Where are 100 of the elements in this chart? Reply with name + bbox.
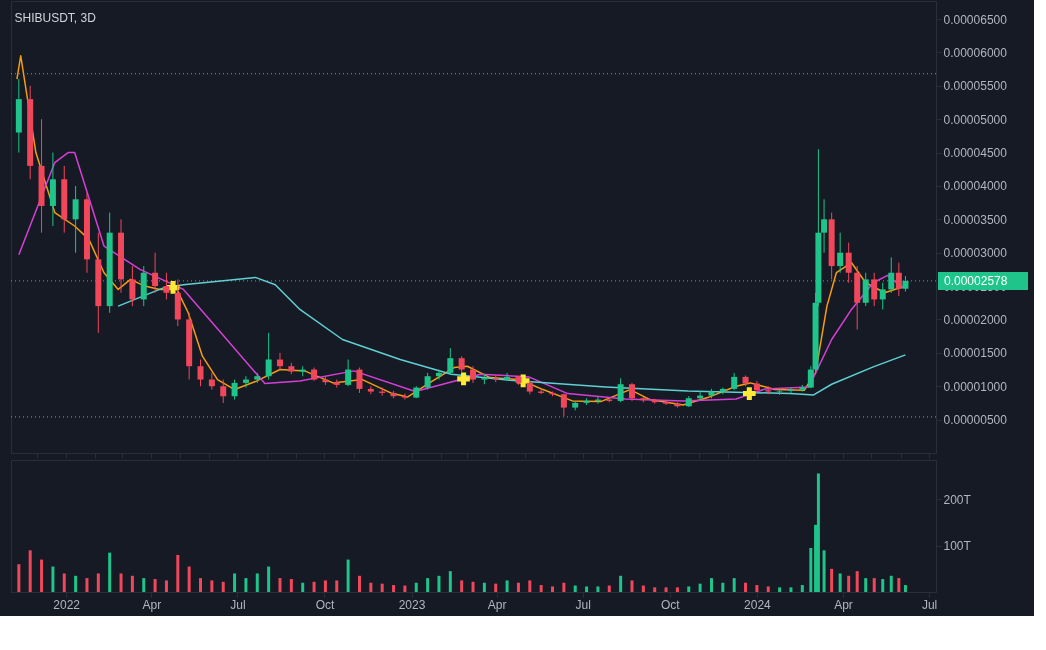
bar: [573, 585, 577, 592]
bar: [233, 573, 237, 592]
y-tick-label: 0.00006500: [943, 12, 1008, 27]
bar: [838, 573, 842, 592]
bar: [28, 550, 32, 592]
bar: [789, 587, 793, 592]
candlestick: [753, 380, 760, 394]
candlestick: [845, 242, 852, 284]
bar: [210, 580, 214, 592]
bar: [847, 575, 851, 592]
x-tick-label: Jul: [230, 597, 246, 612]
bar: [278, 578, 282, 592]
bar: [864, 578, 868, 592]
x-tick-label: Jul: [575, 597, 591, 612]
bar: [653, 587, 657, 592]
bar: [494, 583, 498, 592]
bar: [619, 575, 623, 592]
bar: [312, 581, 316, 592]
bar: [244, 578, 248, 592]
candlestick: [435, 369, 442, 381]
candlestick: [163, 272, 170, 300]
bar: [809, 548, 813, 592]
candlestick: [129, 265, 136, 307]
candlestick: [504, 372, 511, 382]
bar: [675, 587, 679, 592]
bar: [437, 575, 441, 592]
bar: [301, 582, 305, 592]
bar: [448, 571, 452, 592]
y-tick-label: 0.00003000: [943, 246, 1008, 261]
bar: [380, 583, 384, 592]
y-tick-label: 0.00004500: [943, 146, 1008, 161]
candlestick: [837, 232, 844, 274]
candlestick: [242, 375, 249, 389]
bar: [585, 586, 589, 592]
bar: [346, 559, 350, 592]
x-tick-label: Apr: [834, 597, 853, 612]
bar: [369, 582, 373, 592]
bar: [607, 585, 611, 592]
y-tick-label: 0.00006000: [943, 45, 1008, 60]
x-tick-label: Jul: [921, 597, 938, 612]
ref-line-label: 0.00002578: [944, 273, 1008, 288]
bar: [816, 473, 820, 592]
candlestick: [356, 367, 363, 394]
candlestick: [277, 352, 283, 371]
bar: [142, 578, 146, 592]
bar: [596, 586, 600, 592]
x-tick-label: Oct: [661, 597, 681, 612]
bar: [392, 585, 396, 592]
bar: [721, 582, 725, 592]
bar: [255, 573, 259, 592]
bar: [267, 566, 271, 592]
bar: [96, 573, 100, 592]
bar: [516, 582, 520, 592]
bar: [323, 580, 327, 592]
bar: [732, 578, 736, 592]
x-tick-label: Apr: [487, 597, 507, 612]
x-tick-label: 2023: [398, 597, 426, 612]
bar: [664, 587, 668, 592]
y-tick-label: 0.00001500: [943, 346, 1008, 361]
candlestick: [197, 359, 204, 387]
y-tick-label: 100T: [943, 539, 972, 554]
bar: [199, 578, 203, 592]
bar: [889, 575, 893, 592]
y-tick-label: 0.00002000: [943, 312, 1008, 327]
bar: [335, 580, 339, 592]
bar: [62, 573, 66, 592]
bar: [74, 575, 78, 592]
bar: [85, 578, 89, 592]
bar: [687, 586, 691, 592]
candlestick: [821, 198, 828, 254]
candlestick: [72, 185, 79, 254]
candlestick: [663, 399, 670, 406]
bar: [630, 580, 634, 592]
bar: [709, 578, 713, 592]
y-tick-label: 200T: [943, 492, 972, 507]
bar: [903, 585, 907, 592]
x-tick-label: 2022: [53, 597, 81, 612]
candlestick: [345, 359, 352, 387]
candlestick: [871, 272, 878, 307]
bar: [176, 554, 180, 592]
bar: [153, 579, 157, 592]
bar: [460, 580, 464, 592]
candlestick: [628, 382, 635, 402]
bar: [855, 571, 859, 592]
bar: [641, 585, 645, 592]
bar: [778, 587, 782, 592]
bar: [872, 578, 876, 592]
x-tick-label: Oct: [315, 597, 335, 612]
y-tick-label: 0.00000500: [943, 413, 1008, 428]
text: SHIBUSDT, 3D: [14, 11, 97, 25]
bar: [119, 573, 123, 592]
bar: [551, 586, 555, 592]
bar: [357, 575, 361, 592]
y-tick-label: 0.00003500: [943, 212, 1008, 227]
candlestick: [152, 252, 159, 294]
candlestick: [895, 262, 902, 297]
bar: [164, 580, 168, 592]
bar: [482, 582, 486, 592]
line-series: [117, 276, 907, 396]
bar: [822, 550, 826, 592]
